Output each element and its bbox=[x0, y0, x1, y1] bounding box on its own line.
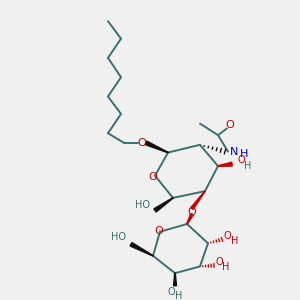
Text: O: O bbox=[154, 226, 164, 236]
Polygon shape bbox=[191, 191, 205, 209]
Text: O: O bbox=[167, 286, 175, 296]
Text: HO: HO bbox=[111, 232, 126, 242]
Text: O: O bbox=[224, 230, 232, 241]
Text: N: N bbox=[230, 147, 238, 157]
Polygon shape bbox=[154, 198, 173, 212]
Text: O: O bbox=[138, 138, 146, 148]
Text: O: O bbox=[226, 121, 234, 130]
Text: H: H bbox=[244, 161, 251, 171]
Text: O: O bbox=[215, 256, 223, 267]
Text: H: H bbox=[222, 262, 230, 272]
Text: H: H bbox=[175, 291, 183, 300]
Polygon shape bbox=[130, 242, 153, 256]
Text: O: O bbox=[188, 207, 196, 218]
Text: H: H bbox=[231, 236, 238, 246]
Polygon shape bbox=[218, 162, 232, 166]
Polygon shape bbox=[173, 273, 176, 286]
Polygon shape bbox=[187, 214, 193, 224]
Polygon shape bbox=[145, 141, 168, 153]
Text: O: O bbox=[237, 155, 244, 165]
Text: H: H bbox=[240, 149, 248, 160]
Text: O: O bbox=[148, 172, 158, 182]
Text: HO: HO bbox=[135, 200, 150, 210]
